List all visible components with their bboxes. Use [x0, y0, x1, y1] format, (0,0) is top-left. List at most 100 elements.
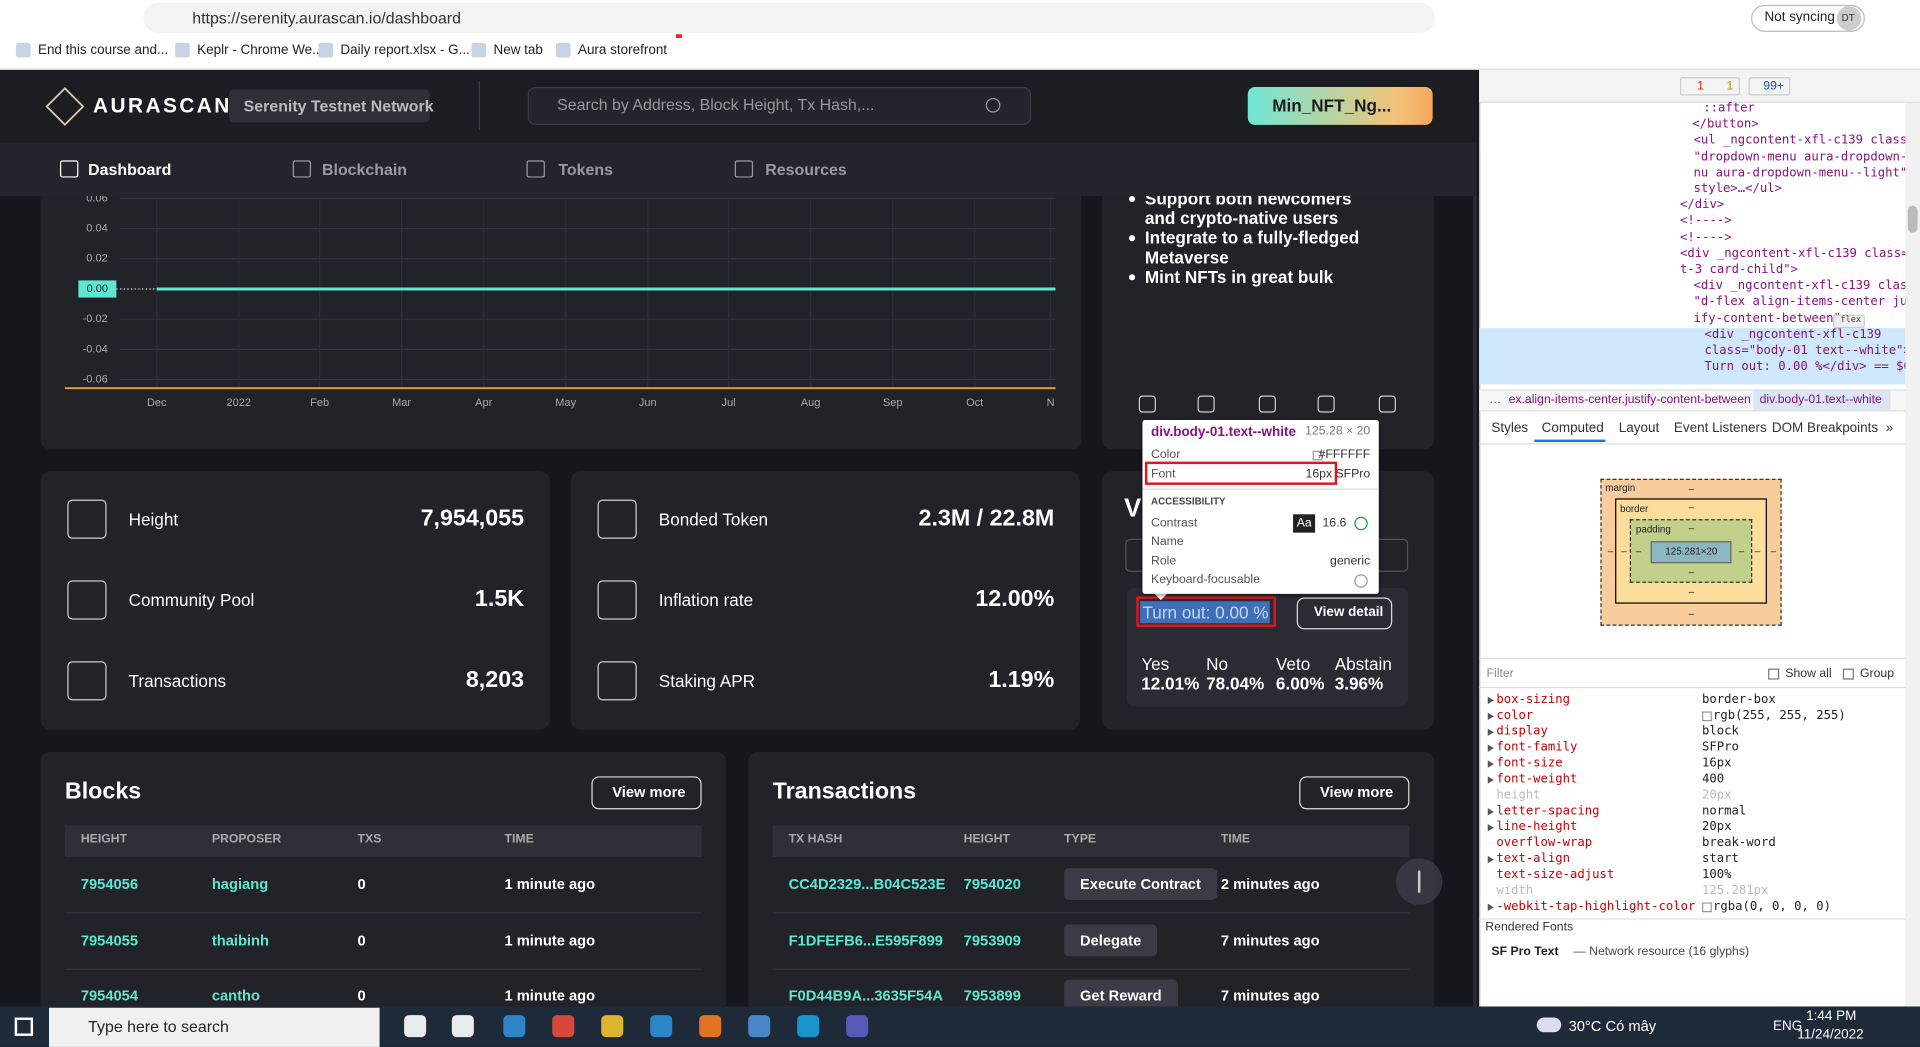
page-scrollbar [1473, 195, 1477, 1007]
blocks-rows[interactable]: 7954056 [80, 875, 139, 893]
devtools-properties: line-height [1496, 820, 1578, 834]
header-nav[interactable]: Tokens [558, 160, 613, 179]
view-more-button[interactable] [591, 776, 702, 810]
checkbox[interactable] [1768, 668, 1780, 680]
sync-button[interactable] [1751, 4, 1865, 32]
devtools-group[interactable]: Group [1860, 667, 1895, 681]
address-bar[interactable] [143, 2, 1436, 34]
stats-card [40, 471, 550, 730]
social-icon[interactable] [1317, 395, 1335, 413]
taskbar-search[interactable] [48, 1007, 380, 1047]
social-icon[interactable] [1138, 395, 1156, 413]
taskbar-app[interactable] [748, 1015, 771, 1038]
inspector-tooltip-color-label: Color [1151, 448, 1181, 462]
bookmark-icon [318, 42, 334, 58]
profile-avatar [1836, 6, 1862, 31]
search-icon [985, 97, 1001, 113]
header-nav[interactable]: Dashboard [88, 160, 172, 179]
color-swatch [1312, 450, 1323, 461]
taskbar-app[interactable] [552, 1015, 575, 1038]
header-nav[interactable]: Blockchain [322, 160, 407, 179]
wallet-button[interactable] [1247, 86, 1433, 125]
transactions-rows[interactable]: CC4D2329...B04C523E [788, 875, 946, 893]
tx-type: Get Reward [1064, 979, 1178, 1012]
transactions-rows[interactable]: 7953899 [963, 986, 1021, 1005]
options-value: 12.01% [1141, 673, 1200, 694]
view-more-button[interactable] [1299, 776, 1410, 810]
transactions-rows[interactable]: F1DFEFB6...E595F899 [788, 931, 943, 949]
transactions-rows[interactable]: 7953909 [963, 931, 1021, 949]
x-tick-label: Jun [639, 397, 657, 409]
taskbar-app[interactable] [797, 1015, 820, 1038]
header-nav[interactable]: Resources [765, 160, 847, 179]
header-wallet[interactable]: Min_NFT_Ng... [1272, 95, 1392, 116]
box-model-border: border [1620, 503, 1649, 515]
row-divider [772, 968, 1410, 970]
features-list: Support both newcomers and crypto-native… [1124, 189, 1369, 299]
devtools-properties: box-sizing [1496, 693, 1571, 707]
taskbar-app[interactable] [404, 1015, 427, 1038]
devtools-tabs[interactable]: Computed [1541, 421, 1604, 436]
blocks-rows[interactable]: 7954055 [80, 931, 139, 949]
taskbar-app[interactable] [846, 1015, 869, 1038]
social-icon[interactable] [1378, 395, 1396, 413]
x-tick-label: Mar [392, 397, 411, 409]
inspector-tooltip-contrast-label: Contrast [1151, 516, 1198, 531]
row-divider [772, 912, 1410, 914]
social-icon[interactable] [1258, 395, 1276, 413]
devtools-show-all[interactable]: Show all [1785, 667, 1832, 681]
devtools-tabs[interactable]: » [1885, 421, 1894, 436]
devtools-tabs[interactable]: Event Listeners [1673, 421, 1767, 436]
devtools-properties: -webkit-tap-highlight-color [1496, 900, 1696, 914]
inspector-tooltip-font-label: Font [1151, 467, 1176, 482]
search-input[interactable] [527, 86, 1032, 125]
devtools-properties: block [1702, 724, 1739, 739]
features-card [1102, 183, 1434, 450]
checkbox[interactable] [1842, 668, 1854, 680]
taskbar-search[interactable]: Type here to search [88, 1017, 229, 1036]
blocks-rows[interactable]: thaibinh [211, 931, 269, 949]
bookmark-icon [471, 42, 487, 58]
options-label: Abstain [1334, 653, 1392, 674]
browser-bookmarks[interactable]: Daily report.xlsx - G... [340, 42, 470, 58]
browser-bookmarks[interactable]: Keplr - Chrome We... [197, 42, 324, 58]
expand-arrow [1487, 808, 1494, 816]
taskbar-app[interactable] [699, 1015, 722, 1038]
blocks-card [40, 751, 727, 1034]
devtools-badges: 99+ [1763, 79, 1785, 94]
devtools-tabs[interactable]: Layout [1618, 421, 1660, 436]
devtools-toolbar [1479, 69, 1920, 103]
devtools-code-lines: Turn out: 0.00 %</div> == $0 [1704, 360, 1911, 374]
box-content [1650, 541, 1732, 564]
blocks-headers: TIME [504, 832, 534, 847]
view-detail-button[interactable] [1296, 597, 1393, 630]
start-button[interactable] [14, 1017, 34, 1036]
blocks-button[interactable]: View more [612, 783, 686, 801]
browser-bookmarks[interactable]: End this course and... [37, 42, 169, 58]
transactions-rows[interactable]: F0D44B9A...3635F54A [788, 986, 943, 1005]
devtools-code-lines: <!----> [1680, 230, 1732, 245]
taskbar-app[interactable] [451, 1015, 474, 1038]
blocks-rows[interactable]: hagiang [211, 875, 269, 893]
expand-arrow [1487, 760, 1494, 768]
devtools-properties: break-word [1702, 836, 1776, 850]
taskbar-app[interactable] [503, 1015, 526, 1038]
transactions-button[interactable]: View more [1320, 783, 1394, 801]
x-tick-label: Apr [475, 397, 492, 409]
taskbar-app[interactable] [650, 1015, 673, 1038]
blocks-rows[interactable]: 7954054 [80, 986, 139, 1005]
devtools-properties: 125.281px [1702, 884, 1769, 898]
tx-type: Execute Contract [1064, 868, 1217, 901]
devtools-tabs[interactable]: DOM Breakpoints [1771, 421, 1879, 436]
blocks-rows[interactable]: cantho [211, 986, 261, 1005]
browser-bookmarks[interactable]: Aura storefront [577, 42, 668, 58]
voting-button[interactable]: View detail [1313, 604, 1384, 620]
header-network: Serenity Testnet Network [243, 96, 434, 116]
taskbar-app[interactable] [601, 1015, 624, 1038]
transactions-rows[interactable]: 7954020 [963, 875, 1021, 893]
devtools-tabs[interactable]: Styles [1491, 421, 1529, 436]
social-icon[interactable] [1197, 395, 1215, 413]
browser-bookmarks[interactable]: New tab [493, 42, 543, 58]
devtools-flex-badge: flex [1840, 314, 1862, 325]
devtools-badges: 1 [1697, 79, 1704, 94]
